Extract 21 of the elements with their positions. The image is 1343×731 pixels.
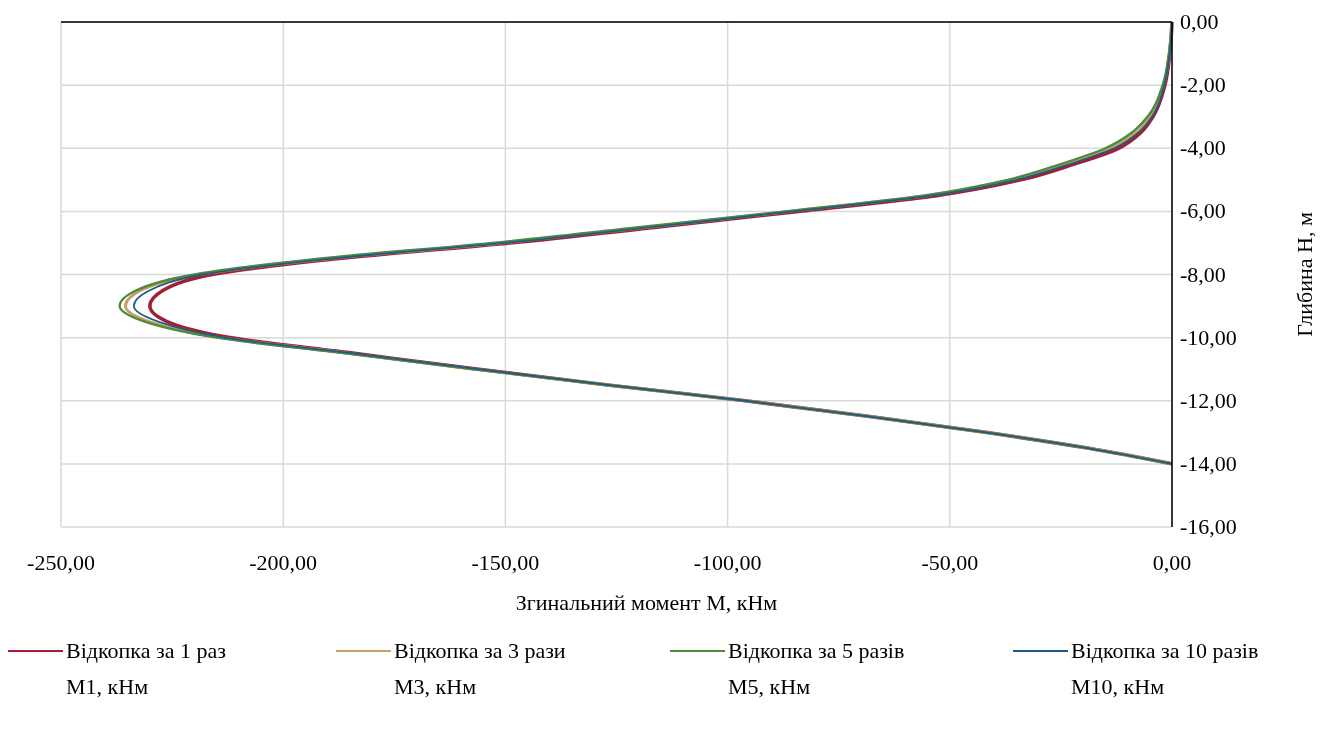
legend-label: Відкопка за 10 разів М10, кНм (1071, 638, 1259, 699)
y-tick-label: -2,00 (1180, 72, 1226, 98)
y-tick-label: -12,00 (1180, 387, 1237, 413)
y-tick-label: -16,00 (1180, 514, 1237, 539)
y-axis-title: Глибина Н, м (1292, 212, 1317, 337)
y-tick-label: 0,00 (1180, 9, 1219, 34)
x-axis-title: Згинальний момент М, кНм (515, 590, 778, 615)
y-tick-label: -8,00 (1180, 261, 1226, 287)
x-tick-label: -150,00 (471, 550, 540, 575)
y-tick-label: -4,00 (1180, 135, 1226, 161)
x-tick-label: -100,00 (693, 550, 762, 575)
legend-label: Відкопка за 1 раз М1, кНм (66, 638, 226, 699)
y-tick-label: -10,00 (1180, 324, 1237, 350)
y-tick-label: -6,00 (1180, 198, 1226, 224)
x-tick-label: -200,00 (249, 550, 318, 575)
x-tick-label: -50,00 (921, 550, 979, 575)
legend-label: Відкопка за 5 разів М5, кНм (728, 638, 905, 699)
x-tick-label: -250,00 (27, 550, 95, 575)
y-tick-label: -14,00 (1180, 450, 1237, 476)
legend-label: Відкопка за 3 рази М3, кНм (394, 638, 566, 699)
x-tick-label: 0,00 (1152, 550, 1192, 575)
